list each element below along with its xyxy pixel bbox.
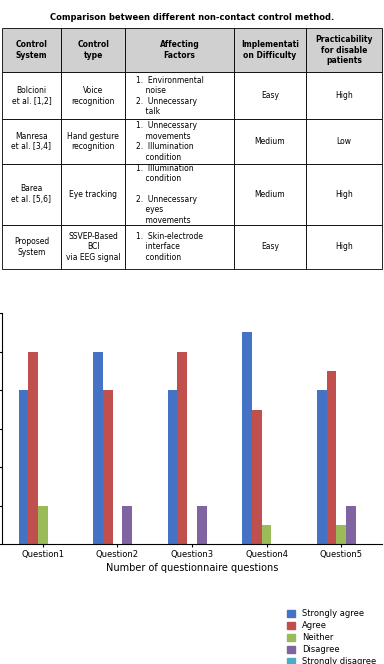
Text: Comparison between different non-contact control method.: Comparison between different non-contact…	[50, 13, 334, 21]
Bar	[103, 390, 113, 544]
Bar	[336, 525, 346, 544]
Bar	[93, 352, 103, 544]
Bar	[262, 525, 271, 544]
X-axis label: Number of questionnaire questions: Number of questionnaire questions	[106, 563, 278, 573]
Bar	[242, 333, 252, 544]
Bar	[252, 410, 262, 544]
Bar	[19, 390, 28, 544]
Bar	[122, 506, 132, 544]
Bar	[317, 390, 326, 544]
Bar	[326, 371, 336, 544]
Bar	[177, 352, 187, 544]
Bar	[38, 506, 48, 544]
Legend: Strongly agree, Agree, Neither, Disagree, Strongly disagree: Strongly agree, Agree, Neither, Disagree…	[285, 608, 378, 664]
Bar	[346, 506, 356, 544]
Bar	[197, 506, 207, 544]
Bar	[168, 390, 177, 544]
Bar	[28, 352, 38, 544]
